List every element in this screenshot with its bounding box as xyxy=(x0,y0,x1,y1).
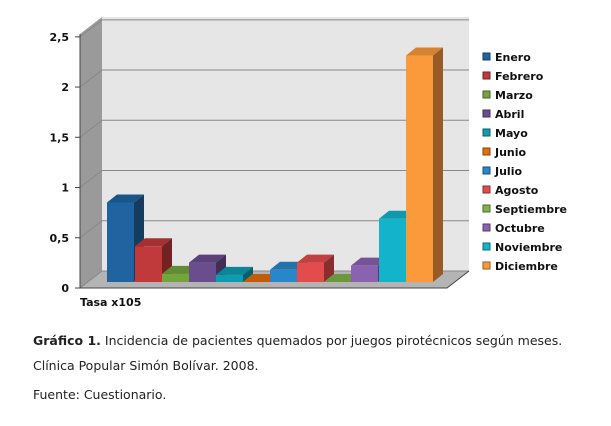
legend-item: Noviembre xyxy=(482,241,562,254)
bar-front xyxy=(216,274,243,282)
legend-swatch xyxy=(482,242,491,251)
legend-swatch xyxy=(482,90,491,99)
bar-front xyxy=(379,218,406,282)
legend-item: Agosto xyxy=(482,184,539,197)
bar-febrero xyxy=(135,238,172,282)
legend-label: Junio xyxy=(494,146,527,159)
bar-front xyxy=(107,202,134,282)
caption-label: Gráfico 1. xyxy=(33,333,101,348)
figure-caption: Gráfico 1. Incidencia de pacientes quema… xyxy=(33,330,562,352)
legend-swatch xyxy=(482,52,491,61)
legend-swatch xyxy=(482,204,491,213)
gridline xyxy=(79,270,469,289)
y-tick-label: 1,5 xyxy=(50,131,70,144)
legend-label: Mayo xyxy=(495,127,528,140)
legend-swatch xyxy=(482,109,491,118)
legend-label: Octubre xyxy=(495,222,545,235)
bar-front xyxy=(162,273,189,282)
bar-side xyxy=(243,266,253,282)
bar-top xyxy=(406,47,443,56)
legend-label: Agosto xyxy=(495,184,539,197)
gridline xyxy=(79,19,469,38)
legend-label: Noviembre xyxy=(495,241,562,254)
bar-top xyxy=(351,257,388,266)
gridline xyxy=(79,119,469,138)
legend-swatch xyxy=(482,223,491,232)
legend-label: Abril xyxy=(495,108,524,121)
y-tick-label: 2,5 xyxy=(50,31,70,44)
legend-swatch xyxy=(482,166,491,175)
caption-source: Fuente: Cuestionario. xyxy=(33,387,167,402)
legend-item: Marzo xyxy=(482,89,533,102)
bar-top xyxy=(216,266,253,275)
bar-side xyxy=(324,254,334,282)
legend-item: Diciembre xyxy=(482,260,558,273)
legend-label: Diciembre xyxy=(495,260,558,273)
legend-label: Enero xyxy=(495,51,531,64)
chart-side-wall xyxy=(80,17,102,288)
bar-front xyxy=(406,55,433,283)
legend-item: Abril xyxy=(482,108,524,121)
legend-swatch xyxy=(482,71,491,80)
bar-diciembre xyxy=(406,47,443,283)
legend-item: Octubre xyxy=(482,222,545,235)
legend-item: Septiembre xyxy=(482,203,567,216)
legend-item: Julio xyxy=(482,165,522,178)
y-tick-label: 0 xyxy=(61,282,69,295)
bar-agosto xyxy=(297,254,334,282)
x-axis xyxy=(80,270,470,289)
bar-top xyxy=(107,194,144,203)
bar-top xyxy=(189,254,226,263)
gridline xyxy=(79,69,469,88)
legend-label: Marzo xyxy=(495,89,533,102)
legend-label: Febrero xyxy=(495,70,544,83)
x-axis-label: Tasa x105 xyxy=(80,296,141,309)
caption-text: Incidencia de pacientes quemados por jue… xyxy=(100,333,563,348)
legend-label: Septiembre xyxy=(495,203,567,216)
bar-front xyxy=(270,269,297,282)
bar-front xyxy=(297,262,324,282)
legend-label: Julio xyxy=(494,165,522,178)
bar-front xyxy=(189,262,216,282)
bar-chart: 0 0,5 1 1,5 2 2,5 Enero Febrero Marzo Abril Mayo J… xyxy=(50,17,567,309)
chart-back-wall xyxy=(102,17,469,271)
bar-side xyxy=(433,47,443,283)
caption-line2: Clínica Popular Simón Bolívar. 2008. xyxy=(33,358,259,373)
legend-swatch xyxy=(482,185,491,194)
legend-item: Febrero xyxy=(482,70,544,83)
legend-item: Enero xyxy=(482,51,531,64)
bar-front xyxy=(351,265,378,282)
bar-mayo xyxy=(216,266,253,282)
bar-top xyxy=(297,254,334,263)
gridline xyxy=(79,170,469,188)
bar-top xyxy=(135,238,172,247)
y-tick-label: 0,5 xyxy=(50,232,70,245)
legend-swatch xyxy=(482,261,491,270)
legend-item: Junio xyxy=(482,146,527,159)
legend-swatch xyxy=(482,147,491,156)
y-tick-label: 1 xyxy=(61,182,69,195)
y-tick-label: 2 xyxy=(61,81,69,94)
bar-front xyxy=(135,246,162,282)
legend-item: Mayo xyxy=(482,127,528,140)
gridline xyxy=(79,220,469,239)
legend-swatch xyxy=(482,128,491,137)
